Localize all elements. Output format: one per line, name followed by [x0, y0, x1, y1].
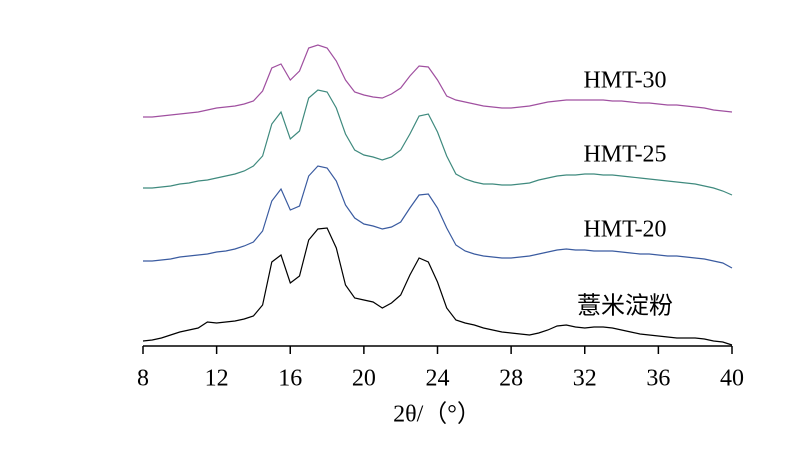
series-label: HMT-20 [583, 217, 666, 243]
series-line [142, 227, 733, 346]
x-tick-label: 12 [205, 366, 229, 392]
series-label: HMT-25 [583, 142, 666, 168]
series-line [143, 89, 733, 196]
x-axis-title: 2θ/（°） [393, 402, 481, 428]
x-tick-label: 28 [499, 366, 523, 392]
x-tick-label: 32 [573, 366, 597, 392]
series-label: HMT-30 [583, 68, 666, 94]
x-tick-label: 36 [646, 366, 670, 392]
x-tick-label: 8 [137, 366, 149, 392]
series-label: 薏米淀粉 [577, 293, 673, 320]
series-line [143, 44, 733, 118]
x-tick-label: 40 [720, 366, 744, 392]
series-line [143, 165, 733, 269]
x-tick-label: 24 [426, 366, 450, 392]
x-tick-label: 20 [352, 366, 376, 392]
x-tick-label: 16 [278, 366, 302, 392]
